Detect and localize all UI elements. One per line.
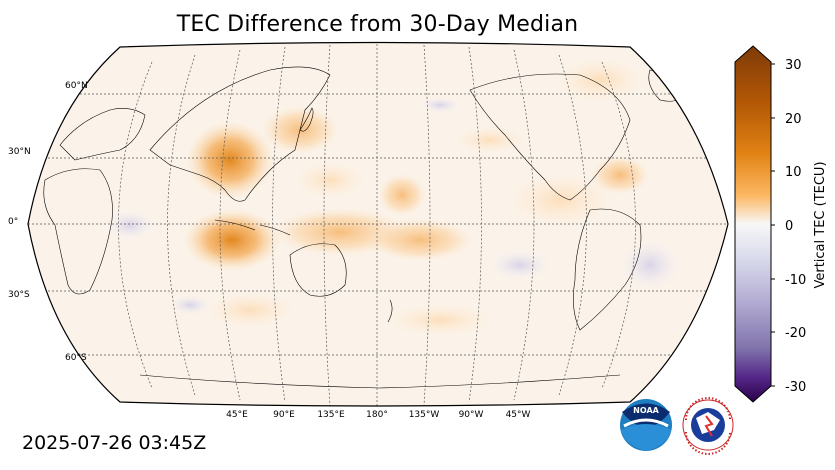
- lat-label-60n: 60°N: [65, 81, 88, 91]
- lon-label-135w: 135°W: [409, 410, 440, 420]
- noaa-logo-text: NOAA: [633, 406, 659, 415]
- lon-label-180: 180°: [366, 410, 388, 420]
- cbar-tick-20: 20: [785, 112, 802, 127]
- lat-label-0: 0°: [8, 217, 18, 227]
- graticule: [28, 42, 728, 406]
- lon-label-90w: 90°W: [459, 410, 484, 420]
- cbar-tick-10: 10: [785, 165, 802, 180]
- cbar-tick-30: 30: [785, 58, 802, 73]
- lat-label-30n: 30°N: [8, 147, 31, 157]
- colorbar-label: Vertical TEC (TECU): [813, 161, 828, 288]
- chart-title: TEC Difference from 30-Day Median: [176, 12, 579, 37]
- colorbar: 30 20 10 0 -10 -20 -30 Vertical TEC (TEC…: [734, 45, 828, 403]
- coastlines: [43, 66, 691, 389]
- noaa-logo: NOAA: [620, 399, 672, 451]
- lat-label-30s: 30°S: [8, 290, 30, 300]
- cbar-tick-neg30: -30: [785, 380, 806, 395]
- lon-label-45w: 45°W: [506, 410, 531, 420]
- timestamp: 2025-07-26 03:45Z: [22, 432, 207, 454]
- nws-logo: [682, 397, 734, 455]
- cbar-tick-0: 0: [785, 219, 793, 234]
- cbar-tick-neg20: -20: [785, 326, 806, 341]
- map-boundary: [27, 41, 729, 407]
- tec-field: [28, 42, 728, 406]
- lon-label-135e: 135°E: [317, 410, 345, 420]
- lat-label-60s: 60°S: [65, 353, 87, 363]
- lon-label-90e: 90°E: [273, 410, 295, 420]
- lon-label-45e: 45°E: [226, 410, 248, 420]
- cbar-tick-neg10: -10: [785, 273, 806, 288]
